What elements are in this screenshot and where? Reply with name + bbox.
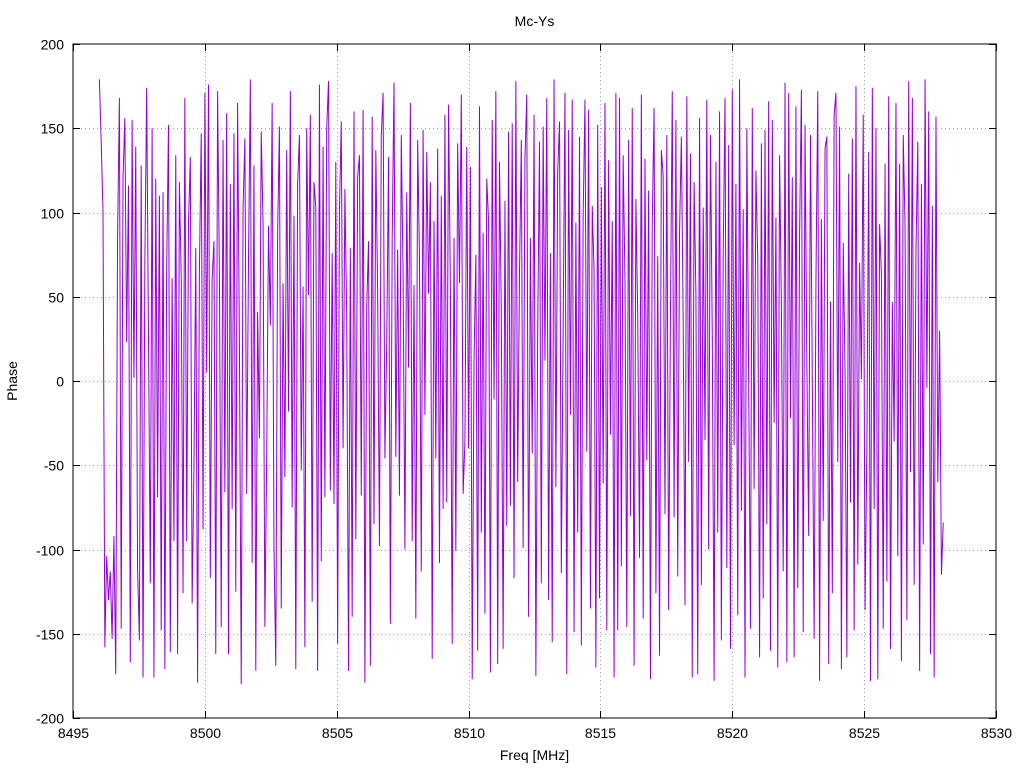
chart-title: Mc-Ys [515,13,555,29]
x-axis-label: Freq [MHz] [500,747,569,763]
y-tick-label: 100 [41,206,65,222]
y-tick-label: -50 [44,458,64,474]
series-layer [98,79,944,685]
x-tick-label: 8500 [190,725,221,741]
y-tick-label: 200 [41,37,65,53]
y-tick-label: 150 [41,121,65,137]
x-tick-label: 8520 [717,725,748,741]
y-tick-label: -200 [36,711,64,727]
tick-marks [73,44,997,719]
x-tick-label: 8525 [849,725,880,741]
y-tick-label: -100 [36,543,64,559]
tick-labels: 8495 8500 8505 8510 8515 8520 8525 8530 -200 -150… [36,37,1012,742]
y-tick-label: 0 [56,374,64,390]
x-tick-label: 8510 [454,725,485,741]
x-tick-label: 8495 [58,725,89,741]
y-tick-label: -150 [36,627,64,643]
x-tick-label: 8530 [981,725,1012,741]
phase-series-line [98,79,944,685]
y-tick-label: 50 [48,290,64,306]
x-tick-label: 8505 [322,725,353,741]
y-axis-label: Phase [4,361,20,401]
x-tick-label: 8515 [585,725,616,741]
